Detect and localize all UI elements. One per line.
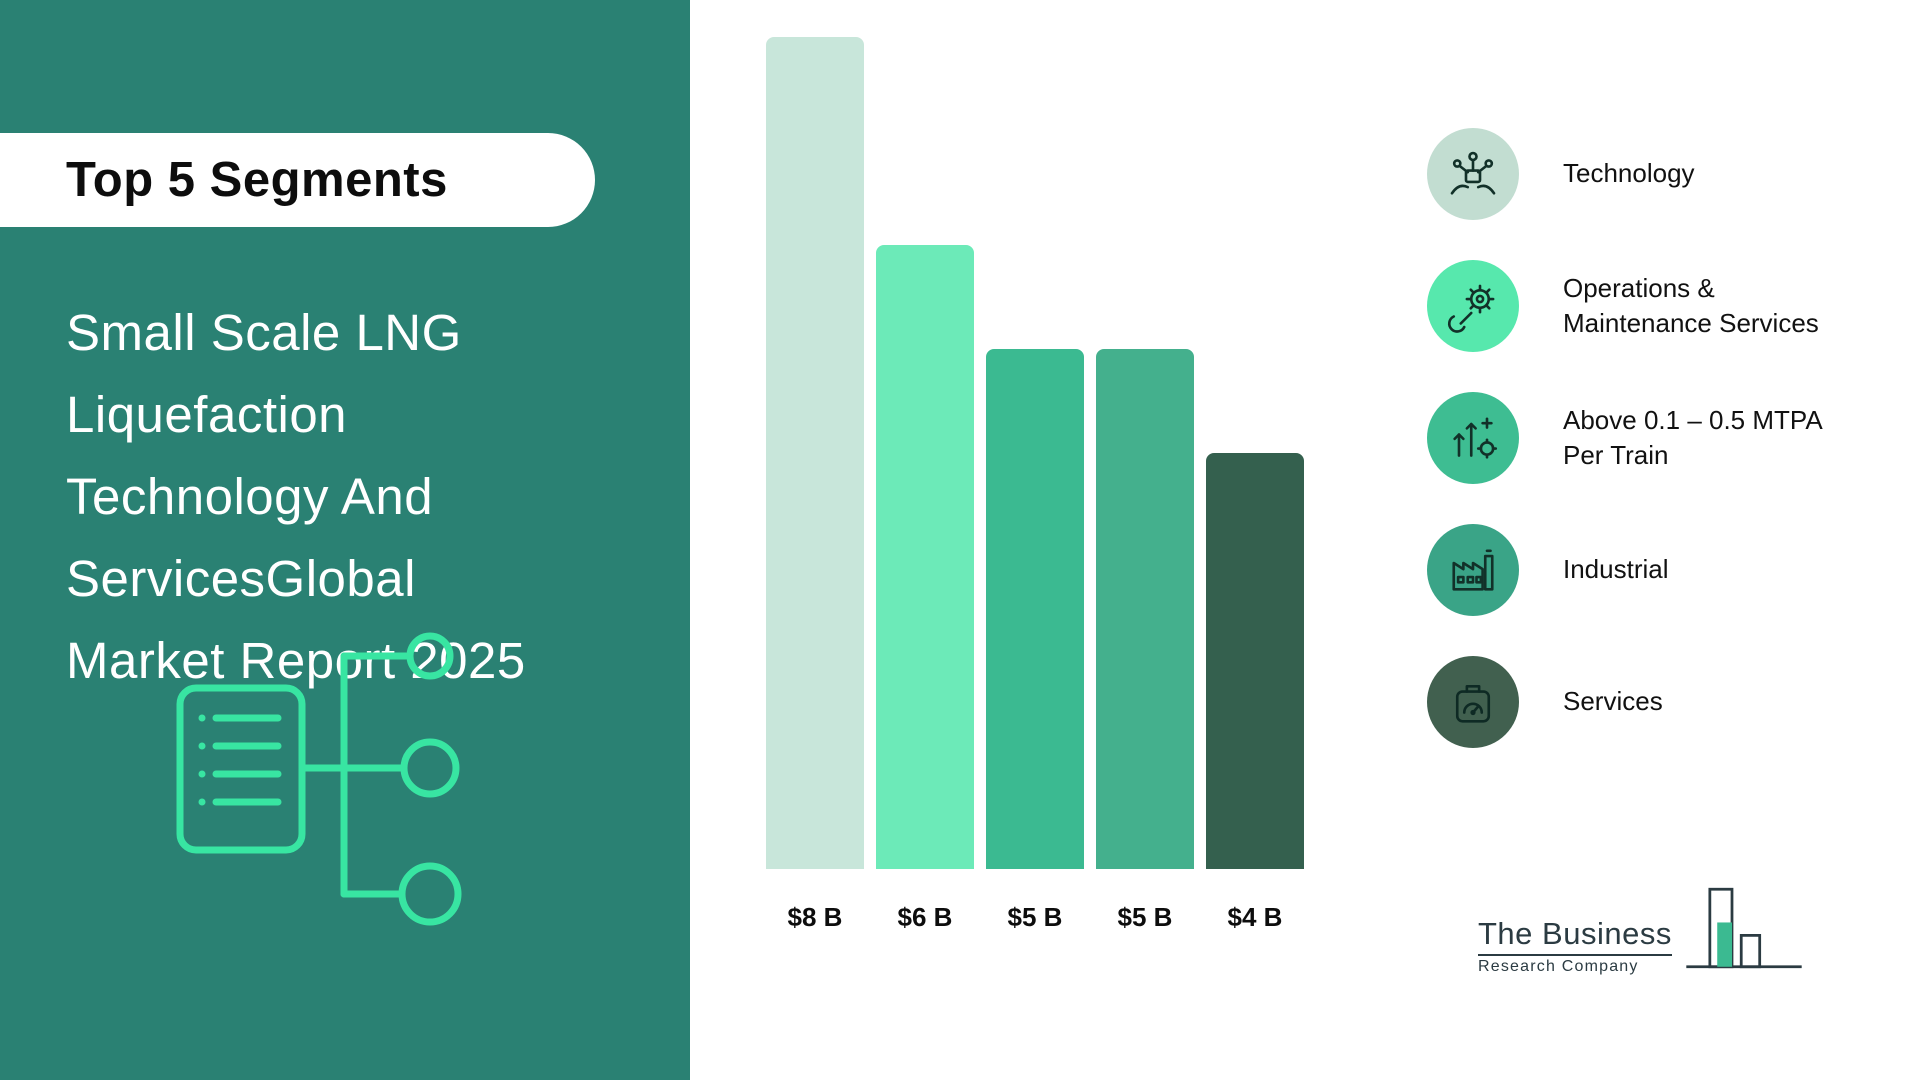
left-panel: Top 5 Segments Small Scale LNG Liquefact… bbox=[0, 0, 690, 1080]
legend-item-operations-maintenance: Operations & Maintenance Services bbox=[1427, 260, 1863, 352]
legend: Technology Operatio bbox=[1427, 128, 1863, 748]
legend-label: Technology bbox=[1563, 158, 1695, 189]
bars: $8 B $6 B $5 B $5 B $4 B bbox=[766, 37, 1304, 932]
bar-industrial bbox=[1096, 349, 1194, 869]
bar-above-0-1-0-5-mtpa-per-train bbox=[986, 349, 1084, 869]
brand-logo-text: The Business Research Company bbox=[1478, 916, 1672, 976]
report-title-line: ServicesGlobal bbox=[66, 550, 416, 607]
bar-technology bbox=[766, 37, 864, 869]
legend-item-technology: Technology bbox=[1427, 128, 1863, 220]
technology-network-hands-icon bbox=[1427, 128, 1519, 220]
bar-col-services: $4 B bbox=[1206, 37, 1304, 932]
bar-operations-maintenance-services bbox=[876, 245, 974, 869]
legend-item-mtpa: Above 0.1 – 0.5 MTPA Per Train bbox=[1427, 392, 1863, 484]
bar-value-label: $5 B bbox=[1007, 902, 1063, 932]
bar-services bbox=[1206, 453, 1304, 869]
report-title-line: Liquefaction bbox=[66, 386, 348, 443]
legend-item-services: Services bbox=[1427, 656, 1863, 748]
bar-col-industrial: $5 B bbox=[1096, 37, 1194, 932]
brand-subtitle: Research Company bbox=[1478, 958, 1639, 975]
wrench-gear-icon bbox=[1427, 260, 1519, 352]
factory-icon bbox=[1427, 524, 1519, 616]
legend-label: Services bbox=[1563, 686, 1663, 717]
legend-label: Operations & Maintenance Services bbox=[1563, 272, 1819, 338]
scale-icon bbox=[1427, 656, 1519, 748]
bar-col-above-0-1-0-5-mtpa-per-train: $5 B bbox=[986, 37, 1084, 932]
badge-label: Top 5 Segments bbox=[66, 153, 448, 207]
brand-bar-chart-icon bbox=[1686, 887, 1802, 969]
legend-item-industrial: Industrial bbox=[1427, 524, 1863, 616]
report-title-line: Small Scale LNG bbox=[66, 304, 462, 361]
bar-col-technology: $8 B bbox=[766, 37, 864, 932]
legend-label: Above 0.1 – 0.5 MTPA Per Train bbox=[1563, 404, 1822, 470]
bar-chart: $8 B $6 B $5 B $5 B $4 B bbox=[766, 37, 1304, 937]
bar-value-label: $8 B bbox=[787, 902, 843, 932]
top-segments-badge: Top 5 Segments bbox=[0, 133, 595, 227]
bar-value-label: $4 B bbox=[1227, 902, 1283, 932]
report-title-line: Technology And bbox=[66, 468, 434, 525]
bar-value-label: $6 B bbox=[897, 902, 953, 932]
brand-logo: The Business Research Company bbox=[1478, 880, 1804, 976]
brand-name: The Business bbox=[1478, 916, 1672, 956]
document-tree-icon bbox=[176, 632, 462, 926]
report-title: Small Scale LNG Liquefaction Technology … bbox=[66, 292, 526, 702]
bar-value-label: $5 B bbox=[1117, 902, 1173, 932]
growth-arrows-icon bbox=[1427, 392, 1519, 484]
bar-col-operations-maintenance-services: $6 B bbox=[876, 37, 974, 932]
legend-label: Industrial bbox=[1563, 554, 1669, 585]
